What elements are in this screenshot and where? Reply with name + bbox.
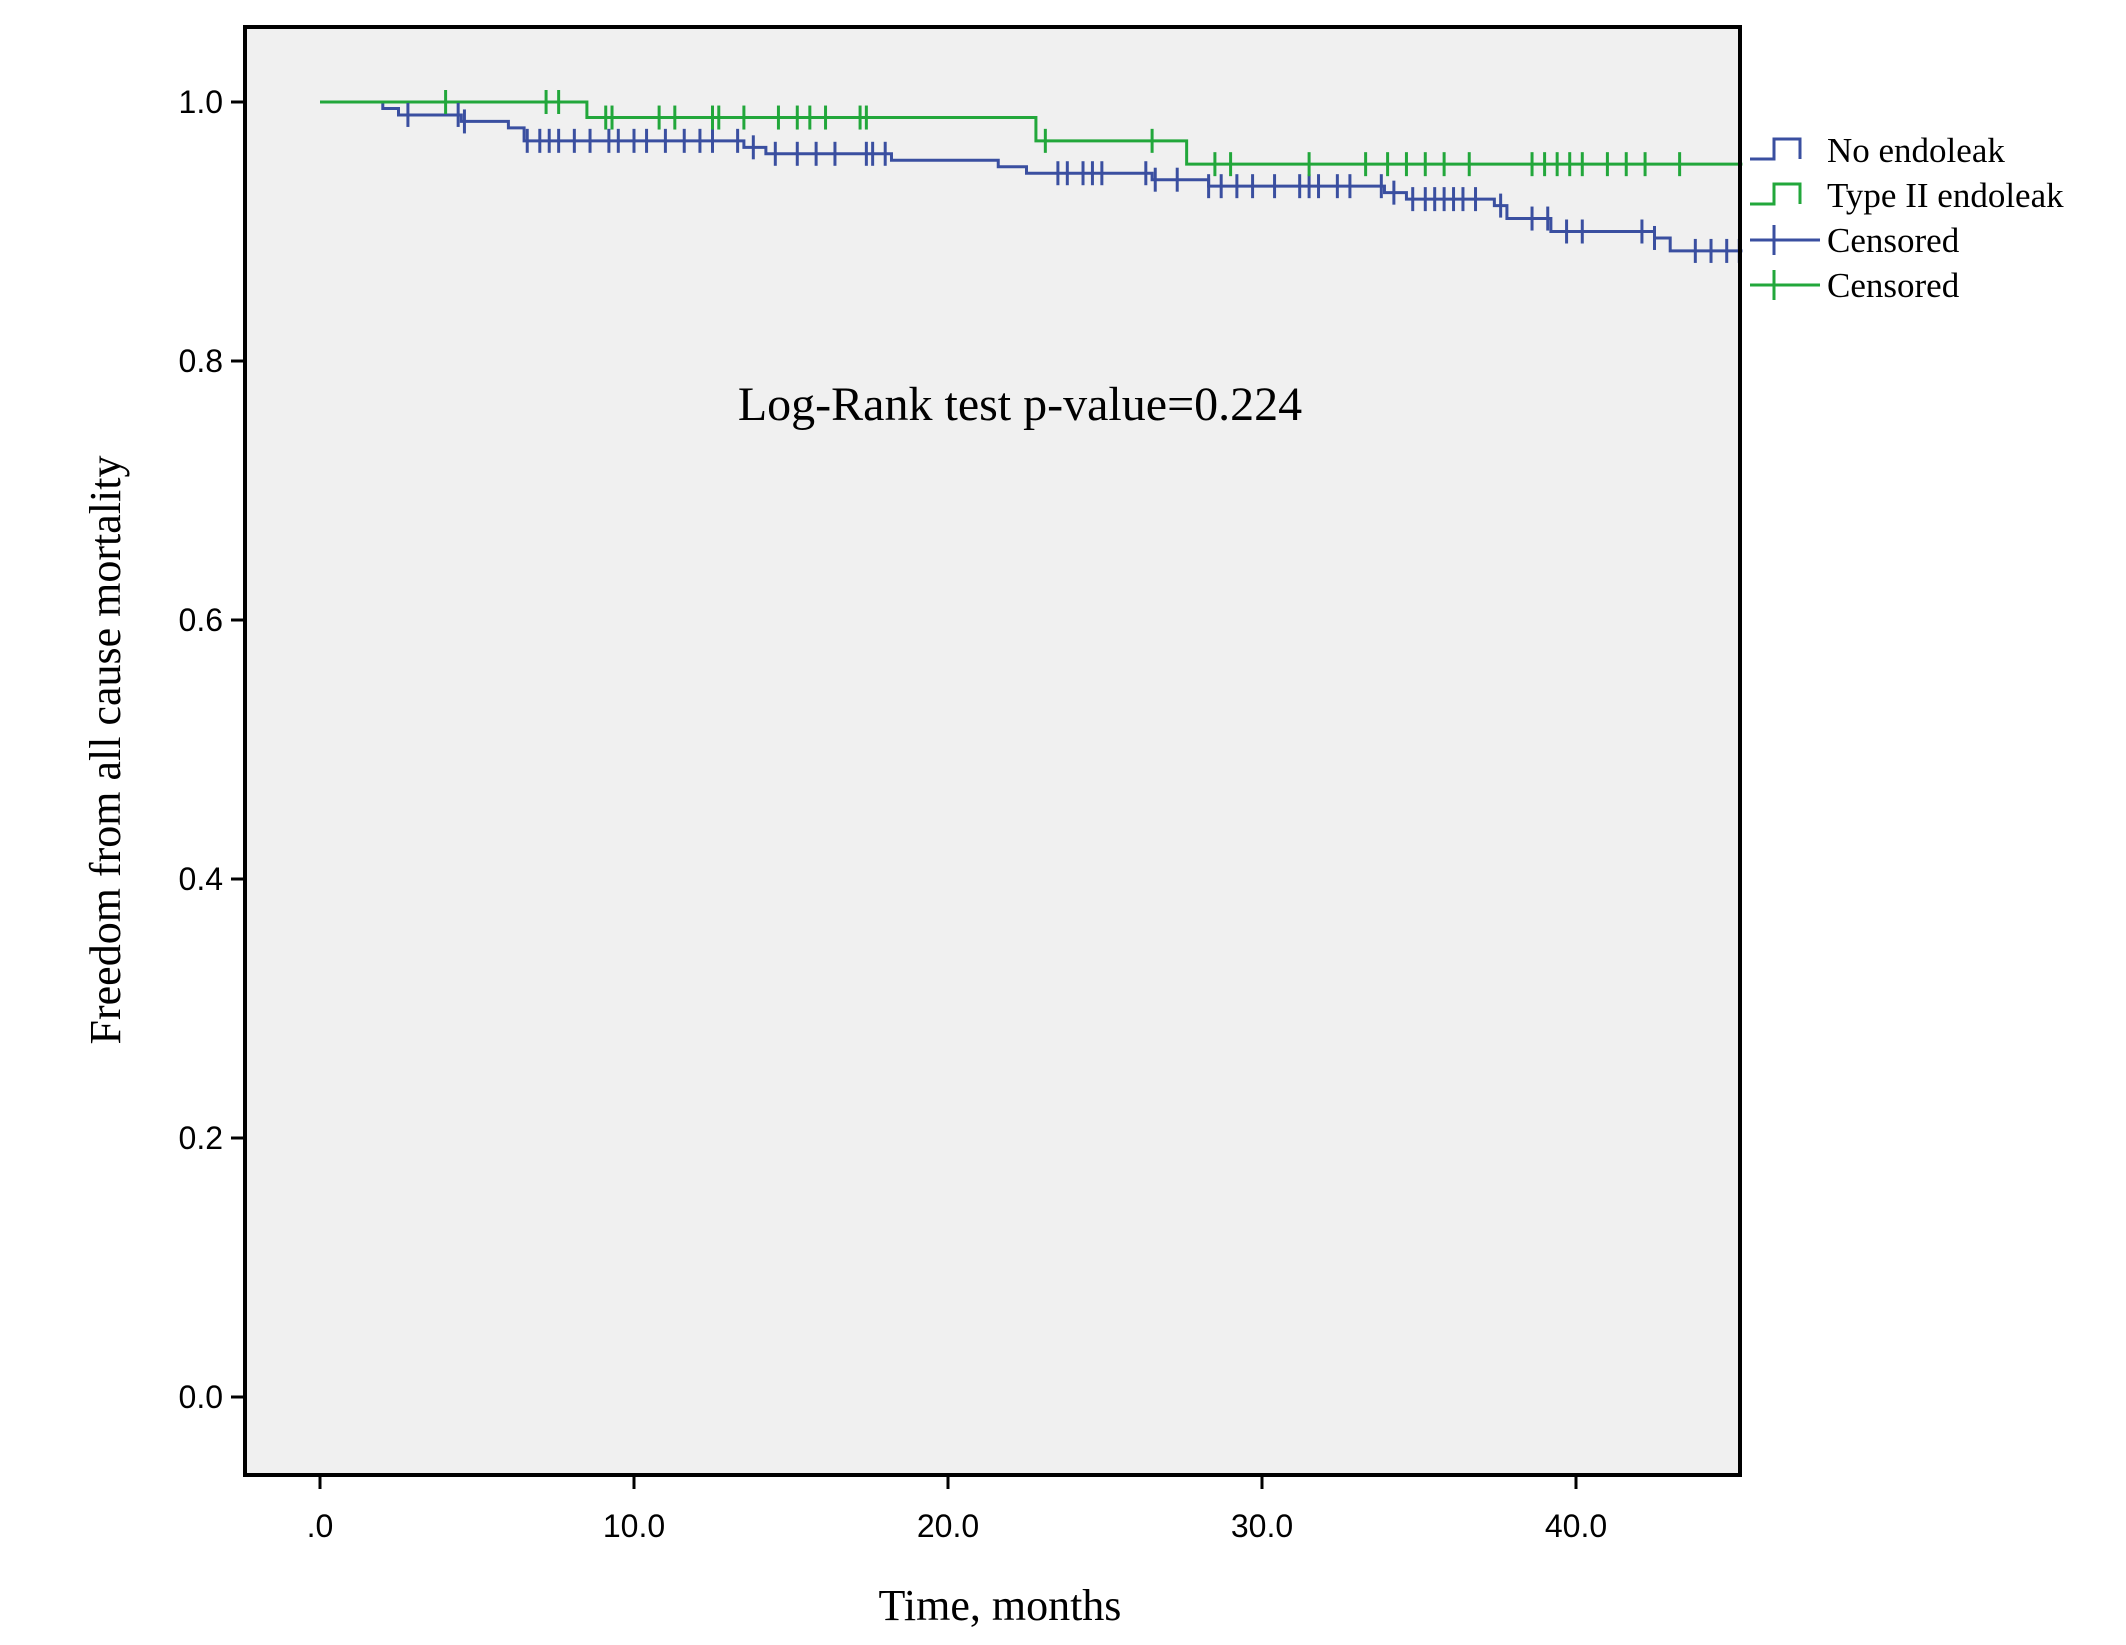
x-tick-label: 10.0 [603,1508,665,1544]
legend-label: Type II endoleak [1827,176,2064,215]
y-tick-label: 1.0 [179,84,223,120]
x-tick-label: .0 [307,1508,334,1544]
series-line-no-endoleak [320,100,1743,253]
y-tick-label: 0.0 [179,1379,223,1415]
x-axis-title: Time, months [879,1581,1122,1630]
legend-step-icon [1750,182,1802,206]
x-axis: .0 10.0 20.0 30.0 40.0 [307,1475,1607,1544]
legend-step-icon [1750,137,1802,161]
legend-label: Censored [1827,221,1960,260]
plot-frame [243,25,1742,1477]
legend-item: Type II endoleak [1750,176,2064,215]
y-tick-label: 0.2 [179,1120,223,1156]
y-tick-label: 0.8 [179,343,223,379]
series-lines [320,100,1743,253]
y-tick-label: 0.6 [179,602,223,638]
x-tick-label: 20.0 [917,1508,979,1544]
legend-label: No endoleak [1827,131,2005,170]
series-line-type-ii-endoleak [320,100,1743,166]
y-axis: 0.0 0.2 0.4 0.6 0.8 1.0 [179,84,245,1415]
plot-area [245,27,1740,1475]
x-tick-label: 40.0 [1545,1508,1607,1544]
legend-label: Censored [1827,266,1960,305]
y-axis-title: Freedom from all cause mortality [81,456,130,1045]
y-tick-label: 0.4 [179,861,223,897]
legend-item: No endoleak [1750,131,2005,170]
legend-item: Censored [1750,266,1960,305]
legend: No endoleak Type II endoleak Censored Censo… [1750,131,2064,305]
log-rank-annotation: Log-Rank test p-value=0.224 [738,378,1302,431]
x-tick-label: 30.0 [1231,1508,1293,1544]
legend-plus-icon [1750,225,1820,255]
legend-plus-icon [1750,270,1820,300]
legend-item: Censored [1750,221,1960,260]
censor-marks [406,90,1741,263]
